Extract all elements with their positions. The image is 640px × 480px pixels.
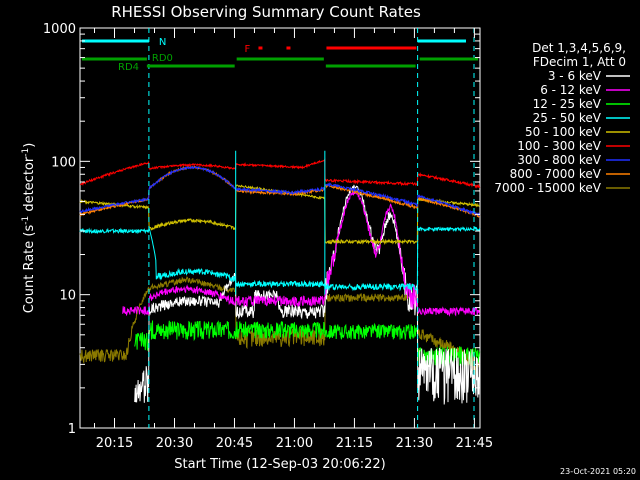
- y-tick-label-2: 100: [51, 155, 76, 170]
- legend-label-4: 50 - 100 keV: [525, 125, 602, 139]
- y-axis-label-sup1: -1: [21, 216, 31, 225]
- x-tick-label-2: 20:45: [216, 436, 253, 451]
- x-tick-label-6: 21:45: [456, 436, 493, 451]
- series-line-1: [122, 190, 481, 317]
- legend-label-7: 800 - 7000 keV: [510, 167, 602, 181]
- footer-date: 23-Oct-2021 05:20: [560, 467, 636, 476]
- series-line-6: [79, 165, 481, 217]
- legend-label-2: 12 - 25 keV: [533, 97, 602, 111]
- legend-label-5: 100 - 300 keV: [517, 139, 601, 153]
- series-line-3: [79, 226, 481, 292]
- plot-layer: N F RD0 RD4: [79, 28, 481, 428]
- y-axis-label: Count Rate (s-1 detector-1): [21, 143, 37, 314]
- x-tick-label-3: 21:00: [276, 436, 313, 451]
- y-axis-label-end: ): [22, 143, 37, 148]
- legend-label-0: 3 - 6 keV: [548, 69, 602, 83]
- chart-title: RHESSI Observing Summary Count Rates: [111, 3, 421, 21]
- plot-frame: [79, 27, 481, 429]
- x-tick-label-4: 21:15: [336, 436, 373, 451]
- legend-label-8: 7000 - 15000 keV: [494, 181, 601, 195]
- y-tick-label-1: 10: [59, 289, 76, 304]
- legend-label-6: 300 - 800 keV: [517, 153, 601, 167]
- y-axis-label-main: Count Rate (s: [22, 225, 37, 314]
- x-tick-label-5: 21:30: [396, 436, 433, 451]
- legend-label-3: 25 - 50 keV: [533, 111, 602, 125]
- series-line-0: [134, 184, 481, 405]
- x-axis-label: Start Time (12-Sep-03 20:06:22): [174, 457, 385, 472]
- legend-header-line-2: FDecim 1, Att 0: [533, 55, 626, 69]
- x-tick-label-0: 20:15: [96, 436, 133, 451]
- flare-flag-label: F: [244, 44, 250, 55]
- y-tick-label-3: 1000: [43, 22, 76, 37]
- legend-label-1: 6 - 12 keV: [540, 83, 602, 97]
- rd4-flag-label: RD4: [118, 62, 139, 73]
- y-tick-label-0: 1: [68, 422, 76, 437]
- x-tick-label-1: 20:30: [156, 436, 193, 451]
- axis-layer: 1 10 100 1000 20:15 20:30 20:45 21:00 21:15 21:30…: [43, 22, 493, 451]
- series-line-5: [79, 157, 481, 189]
- legend-header-line-1: Det 1,3,4,5,6,9,: [532, 41, 626, 55]
- night-flag-label: N: [159, 37, 166, 48]
- y-axis-label-mid: detector: [22, 156, 37, 216]
- rd0-flag-label: RD0: [152, 53, 173, 64]
- y-axis-label-sup2: -1: [21, 148, 31, 157]
